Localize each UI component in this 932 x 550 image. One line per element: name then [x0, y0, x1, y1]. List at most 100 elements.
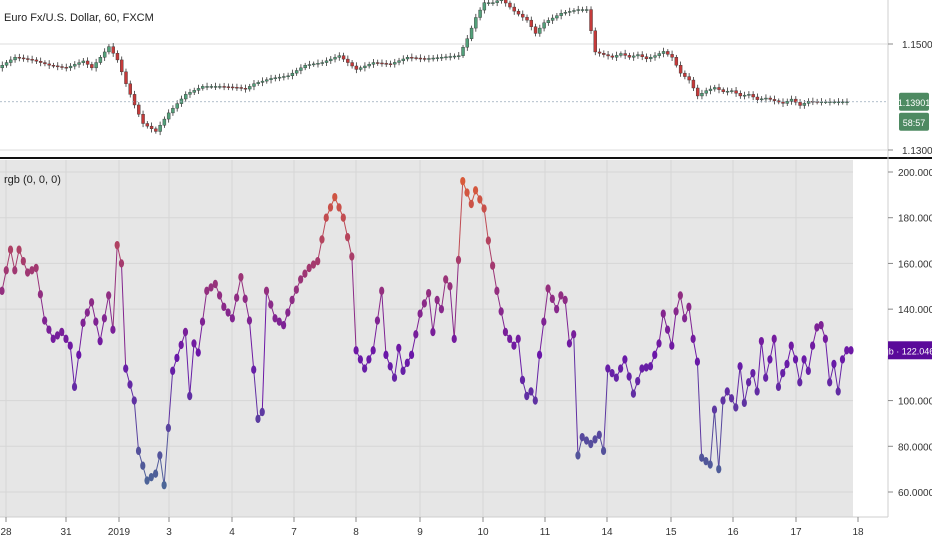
indicator-point	[831, 359, 837, 369]
indicator-segment	[248, 320, 255, 370]
candle-body	[521, 13, 525, 18]
candle-body	[282, 76, 286, 78]
candle-body	[410, 57, 414, 59]
indicator-point	[417, 309, 423, 318]
indicator-point	[259, 407, 265, 417]
indicator-point	[178, 340, 184, 350]
indicator-segment	[735, 366, 741, 408]
indicator-point	[507, 334, 513, 344]
indicator-segment	[351, 256, 357, 351]
candle-body	[589, 9, 593, 31]
indicator-point	[298, 275, 304, 284]
indicator-point	[229, 314, 235, 323]
candle-body	[239, 87, 243, 89]
candle-body	[294, 70, 299, 74]
candle-body	[115, 53, 120, 61]
indicator-segment	[184, 331, 191, 397]
candle-body	[388, 63, 393, 65]
indicator-point	[536, 350, 543, 360]
indicator-point	[110, 325, 116, 334]
candle-body	[474, 17, 478, 29]
candle-body	[435, 57, 440, 59]
indicator-point	[699, 453, 705, 462]
time-tick-label: 18	[852, 527, 864, 538]
indicator-segment	[78, 322, 84, 355]
candle-body	[307, 64, 312, 66]
candle-body	[695, 87, 700, 97]
indicator-segment	[807, 345, 814, 371]
candle-body	[260, 80, 265, 83]
indicator-points	[0, 176, 854, 490]
indicator-segment	[261, 290, 268, 413]
indicator-point	[349, 252, 355, 261]
candle-body	[26, 58, 30, 60]
time-tick-label: 28	[0, 527, 12, 538]
indicator-tick-label: 180.0000	[898, 214, 932, 225]
candle-body	[38, 61, 43, 63]
candle-body	[371, 62, 376, 65]
candle-body	[299, 67, 303, 71]
candle-body	[111, 46, 115, 54]
indicator-segment	[35, 267, 41, 295]
indicator-point	[221, 302, 227, 312]
indicator-point	[784, 359, 790, 369]
candle-body	[789, 98, 794, 102]
time-tick-label: 4	[229, 527, 235, 538]
candle-body	[358, 67, 363, 70]
indicator-point	[460, 176, 466, 186]
indicator-point	[613, 373, 619, 382]
indicator-point	[327, 203, 334, 212]
indicator-point	[673, 307, 679, 316]
indicator-point	[754, 387, 760, 396]
candle-body	[431, 57, 435, 60]
indicator-point	[106, 291, 112, 300]
indicator-point	[216, 291, 223, 300]
candle-body	[90, 64, 94, 69]
candle-body	[478, 9, 482, 18]
indicator-point	[767, 355, 773, 364]
price-pane[interactable]	[0, 0, 888, 157]
candle-body	[661, 51, 666, 54]
time-tick-label: 3	[166, 527, 172, 538]
indicator-segment	[658, 313, 664, 344]
indicator-point	[170, 366, 176, 376]
indicator-tick-label: 200.0000	[898, 168, 932, 179]
indicator-point	[161, 480, 167, 490]
indicator-point	[238, 272, 244, 282]
indicator-segment	[487, 240, 494, 266]
candle-body	[329, 58, 333, 62]
indicator-point	[780, 368, 786, 378]
candle-body	[17, 57, 22, 59]
candle-body	[367, 64, 371, 67]
candle-body	[802, 103, 807, 106]
countdown-text: 58:57	[903, 118, 926, 128]
indicator-point	[818, 320, 824, 330]
candle-body	[700, 93, 704, 97]
indicator-point	[814, 323, 820, 332]
candle-body	[461, 46, 465, 56]
candle-body	[320, 62, 324, 64]
indicator-segment	[543, 288, 549, 322]
candle-body	[333, 57, 337, 60]
candle-body	[585, 9, 589, 11]
candle-body	[457, 55, 461, 57]
badges: 1.13901 58:57 rgb · 122.0464	[0, 92, 932, 360]
candle-body	[772, 99, 777, 101]
candle-body	[538, 27, 542, 34]
candle-body	[380, 62, 384, 65]
candle-body	[555, 15, 559, 19]
candle-body	[759, 98, 764, 101]
indicator-point	[88, 298, 95, 307]
candle-body	[717, 87, 721, 90]
indicator-point	[630, 389, 637, 398]
candle-body	[738, 93, 743, 97]
indicator-pane[interactable]	[0, 160, 853, 517]
indicator-point	[353, 346, 359, 355]
indicator-segment	[709, 409, 715, 465]
candle-body	[619, 53, 623, 56]
candle-body	[73, 64, 77, 67]
indicator-point	[84, 308, 90, 317]
indicator-point	[579, 432, 585, 442]
indicator-point	[357, 355, 363, 364]
